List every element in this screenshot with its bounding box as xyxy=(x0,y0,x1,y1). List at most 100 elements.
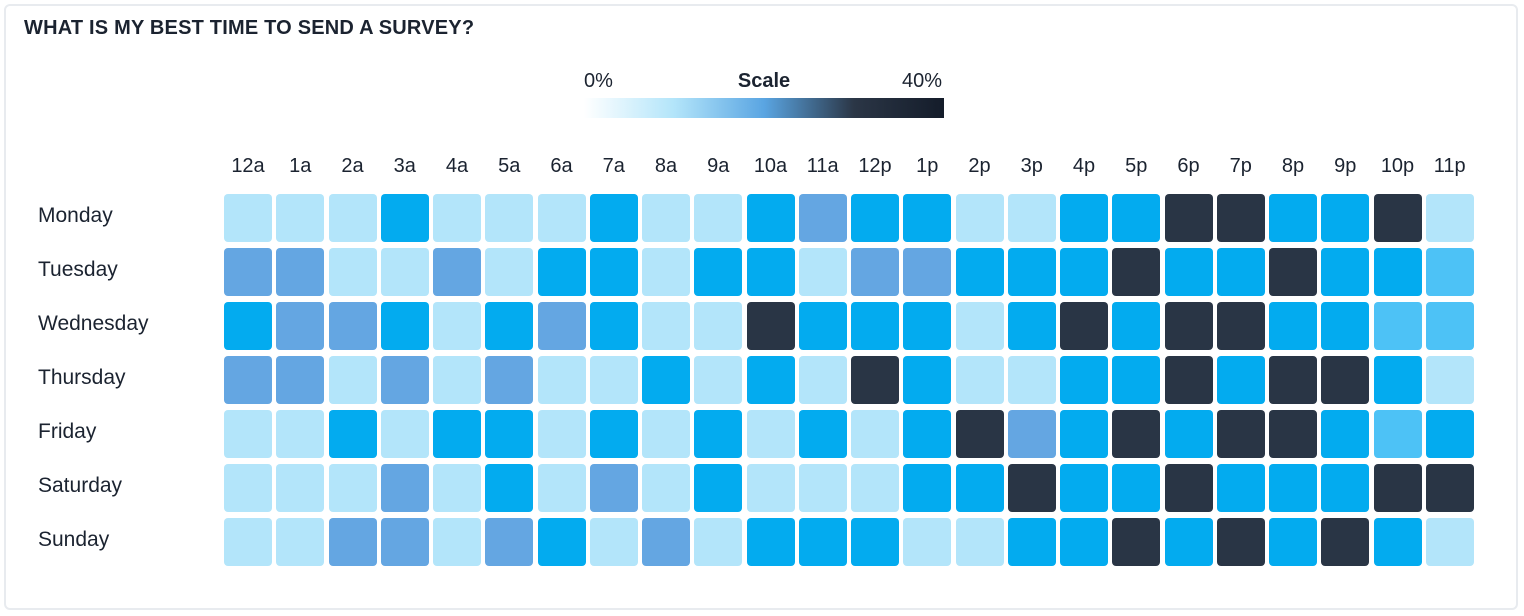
heatmap-cell-sunday-6a[interactable] xyxy=(537,518,586,566)
heatmap-cell-saturday-3p[interactable] xyxy=(1007,464,1056,512)
heatmap-cell-friday-1a[interactable] xyxy=(276,410,325,458)
heatmap-cell-thursday-6p[interactable] xyxy=(1164,356,1213,404)
heatmap-cell-thursday-8a[interactable] xyxy=(642,356,690,404)
heatmap-cell-monday-6a[interactable] xyxy=(537,194,586,242)
heatmap-cell-monday-3p[interactable] xyxy=(1007,194,1056,242)
heatmap-cell-saturday-10a[interactable] xyxy=(746,464,795,512)
heatmap-cell-wednesday-4p[interactable] xyxy=(1060,302,1108,350)
heatmap-cell-monday-11p[interactable] xyxy=(1425,194,1474,242)
heatmap-cell-thursday-11p[interactable] xyxy=(1425,356,1474,404)
heatmap-cell-wednesday-6p[interactable] xyxy=(1164,302,1213,350)
heatmap-cell-wednesday-3p[interactable] xyxy=(1007,302,1056,350)
heatmap-cell-friday-8a[interactable] xyxy=(642,410,690,458)
heatmap-cell-saturday-11p[interactable] xyxy=(1425,464,1474,512)
heatmap-cell-sunday-8a[interactable] xyxy=(642,518,690,566)
heatmap-cell-sunday-3p[interactable] xyxy=(1007,518,1056,566)
heatmap-cell-monday-2a[interactable] xyxy=(328,194,377,242)
heatmap-cell-thursday-1p[interactable] xyxy=(903,356,952,404)
heatmap-cell-tuesday-1a[interactable] xyxy=(276,248,325,296)
heatmap-cell-sunday-12a[interactable] xyxy=(224,518,272,566)
heatmap-cell-wednesday-8p[interactable] xyxy=(1269,302,1317,350)
heatmap-cell-friday-7a[interactable] xyxy=(589,410,638,458)
heatmap-cell-thursday-2p[interactable] xyxy=(955,356,1004,404)
heatmap-cell-wednesday-10a[interactable] xyxy=(746,302,795,350)
heatmap-cell-monday-4a[interactable] xyxy=(433,194,481,242)
heatmap-cell-tuesday-11a[interactable] xyxy=(798,248,847,296)
heatmap-cell-wednesday-6a[interactable] xyxy=(537,302,586,350)
heatmap-cell-friday-1p[interactable] xyxy=(903,410,952,458)
heatmap-cell-saturday-9p[interactable] xyxy=(1321,464,1370,512)
heatmap-cell-tuesday-12a[interactable] xyxy=(224,248,272,296)
heatmap-cell-saturday-5p[interactable] xyxy=(1112,464,1161,512)
heatmap-cell-wednesday-11p[interactable] xyxy=(1425,302,1474,350)
heatmap-cell-sunday-5p[interactable] xyxy=(1112,518,1161,566)
heatmap-cell-saturday-8p[interactable] xyxy=(1269,464,1317,512)
heatmap-cell-saturday-12a[interactable] xyxy=(224,464,272,512)
heatmap-cell-tuesday-11p[interactable] xyxy=(1425,248,1474,296)
heatmap-cell-monday-2p[interactable] xyxy=(955,194,1004,242)
heatmap-cell-thursday-2a[interactable] xyxy=(328,356,377,404)
heatmap-cell-monday-5a[interactable] xyxy=(485,194,534,242)
heatmap-cell-monday-10p[interactable] xyxy=(1373,194,1422,242)
heatmap-cell-friday-3p[interactable] xyxy=(1007,410,1056,458)
heatmap-cell-friday-4a[interactable] xyxy=(433,410,481,458)
heatmap-cell-monday-12a[interactable] xyxy=(224,194,272,242)
heatmap-cell-monday-7a[interactable] xyxy=(589,194,638,242)
heatmap-cell-thursday-7p[interactable] xyxy=(1216,356,1265,404)
heatmap-cell-saturday-2a[interactable] xyxy=(328,464,377,512)
heatmap-cell-monday-4p[interactable] xyxy=(1060,194,1108,242)
heatmap-cell-thursday-6a[interactable] xyxy=(537,356,586,404)
heatmap-cell-sunday-4a[interactable] xyxy=(433,518,481,566)
heatmap-cell-friday-6p[interactable] xyxy=(1164,410,1213,458)
heatmap-cell-sunday-3a[interactable] xyxy=(380,518,429,566)
heatmap-cell-tuesday-10a[interactable] xyxy=(746,248,795,296)
heatmap-cell-saturday-4a[interactable] xyxy=(433,464,481,512)
heatmap-cell-monday-10a[interactable] xyxy=(746,194,795,242)
heatmap-cell-saturday-5a[interactable] xyxy=(485,464,534,512)
heatmap-cell-monday-1p[interactable] xyxy=(903,194,952,242)
heatmap-cell-saturday-4p[interactable] xyxy=(1060,464,1108,512)
heatmap-cell-wednesday-7a[interactable] xyxy=(589,302,638,350)
heatmap-cell-friday-12p[interactable] xyxy=(851,410,899,458)
heatmap-cell-friday-11a[interactable] xyxy=(798,410,847,458)
heatmap-cell-wednesday-5a[interactable] xyxy=(485,302,534,350)
heatmap-cell-wednesday-7p[interactable] xyxy=(1216,302,1265,350)
heatmap-cell-monday-11a[interactable] xyxy=(798,194,847,242)
heatmap-cell-sunday-12p[interactable] xyxy=(851,518,899,566)
heatmap-cell-saturday-2p[interactable] xyxy=(955,464,1004,512)
heatmap-cell-friday-6a[interactable] xyxy=(537,410,586,458)
heatmap-cell-thursday-7a[interactable] xyxy=(589,356,638,404)
heatmap-cell-saturday-3a[interactable] xyxy=(380,464,429,512)
heatmap-cell-tuesday-3p[interactable] xyxy=(1007,248,1056,296)
heatmap-cell-wednesday-2p[interactable] xyxy=(955,302,1004,350)
heatmap-cell-monday-8a[interactable] xyxy=(642,194,690,242)
heatmap-cell-monday-6p[interactable] xyxy=(1164,194,1213,242)
heatmap-cell-tuesday-12p[interactable] xyxy=(851,248,899,296)
heatmap-cell-tuesday-6p[interactable] xyxy=(1164,248,1213,296)
heatmap-cell-friday-2a[interactable] xyxy=(328,410,377,458)
heatmap-cell-saturday-11a[interactable] xyxy=(798,464,847,512)
heatmap-cell-sunday-2a[interactable] xyxy=(328,518,377,566)
heatmap-cell-tuesday-2p[interactable] xyxy=(955,248,1004,296)
heatmap-cell-saturday-9a[interactable] xyxy=(694,464,743,512)
heatmap-cell-thursday-12p[interactable] xyxy=(851,356,899,404)
heatmap-cell-thursday-4p[interactable] xyxy=(1060,356,1108,404)
heatmap-cell-tuesday-7p[interactable] xyxy=(1216,248,1265,296)
heatmap-cell-saturday-7p[interactable] xyxy=(1216,464,1265,512)
heatmap-cell-friday-9p[interactable] xyxy=(1321,410,1370,458)
heatmap-cell-sunday-1p[interactable] xyxy=(903,518,952,566)
heatmap-cell-thursday-5p[interactable] xyxy=(1112,356,1161,404)
heatmap-cell-sunday-6p[interactable] xyxy=(1164,518,1213,566)
heatmap-cell-tuesday-9p[interactable] xyxy=(1321,248,1370,296)
heatmap-cell-friday-5p[interactable] xyxy=(1112,410,1161,458)
heatmap-cell-thursday-8p[interactable] xyxy=(1269,356,1317,404)
heatmap-cell-sunday-11p[interactable] xyxy=(1425,518,1474,566)
heatmap-cell-wednesday-5p[interactable] xyxy=(1112,302,1161,350)
heatmap-cell-friday-9a[interactable] xyxy=(694,410,743,458)
heatmap-cell-tuesday-2a[interactable] xyxy=(328,248,377,296)
heatmap-cell-saturday-1p[interactable] xyxy=(903,464,952,512)
heatmap-cell-saturday-6a[interactable] xyxy=(537,464,586,512)
heatmap-cell-wednesday-12a[interactable] xyxy=(224,302,272,350)
heatmap-cell-sunday-1a[interactable] xyxy=(276,518,325,566)
heatmap-cell-sunday-5a[interactable] xyxy=(485,518,534,566)
